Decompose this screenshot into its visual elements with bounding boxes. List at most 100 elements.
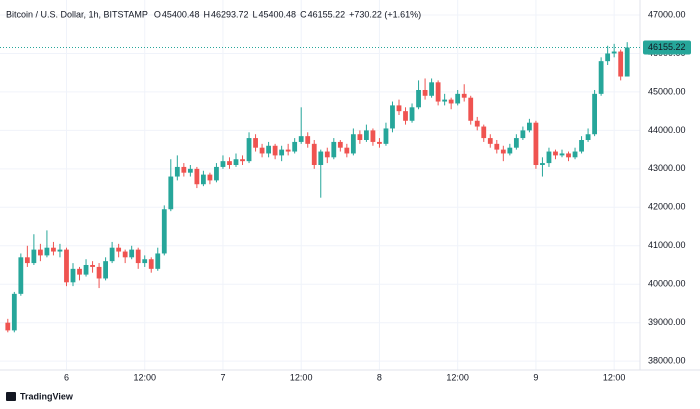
candle-body (598, 61, 604, 94)
candle-body (155, 253, 161, 269)
x-tick-label: 12:00 (133, 372, 156, 382)
y-tick-label: 39000.00 (648, 317, 686, 327)
candle-body (566, 153, 571, 158)
y-tick-label: 43000.00 (648, 163, 686, 173)
grid-layer (0, 0, 640, 370)
x-tick-label: 12:00 (603, 372, 626, 382)
candle-body (194, 168, 200, 185)
y-tick-label: 42000.00 (648, 202, 686, 212)
candle-body (135, 249, 141, 264)
candle-body (553, 151, 558, 156)
candle-body (572, 151, 578, 158)
candle-body (233, 159, 239, 165)
candle-body (272, 145, 278, 156)
brand: TradingView (6, 391, 74, 401)
candle-body (187, 168, 193, 173)
candle-body (285, 149, 291, 152)
candle-body (546, 151, 552, 164)
candle-body (337, 141, 343, 148)
y-tick-label: 41000.00 (648, 240, 686, 250)
candle-body (585, 134, 591, 140)
x-tick-label: 6 (64, 372, 69, 382)
candle-body (266, 145, 271, 154)
candle-body (259, 147, 265, 154)
candle-body (429, 82, 434, 96)
ohlc-key: O (154, 9, 161, 19)
ohlc-key: L (253, 9, 258, 19)
candle-body (51, 247, 56, 252)
candle-body (396, 105, 402, 112)
candle-body (220, 161, 226, 167)
candle-body (520, 130, 526, 139)
candle-body (605, 53, 611, 62)
candle-body (96, 266, 102, 279)
candle-body (24, 257, 30, 264)
candle-body (611, 51, 617, 54)
candle-body (344, 147, 350, 154)
candle-body (357, 134, 363, 140)
candle-body (318, 151, 324, 165)
candle-body (168, 176, 174, 210)
candle-body (246, 138, 252, 162)
last-price-tag (643, 40, 691, 55)
candle-body (298, 136, 304, 142)
candle-body (324, 151, 330, 158)
brand-name: TradingView (20, 391, 74, 401)
candle-body (161, 209, 167, 254)
candle-body (494, 143, 500, 150)
candle-body (513, 138, 519, 148)
candle-body (103, 261, 108, 279)
ohlc-value: 46293.72 (211, 9, 249, 19)
candle-body (422, 90, 428, 96)
y-tick-label: 47000.00 (648, 9, 686, 19)
candle-body (540, 163, 545, 165)
candle-body (44, 247, 50, 256)
candle-body (129, 249, 135, 258)
x-tick-label: 12:00 (290, 372, 313, 382)
y-tick-label: 40000.00 (648, 279, 686, 289)
brand-logo (6, 392, 16, 401)
ohlc-value: 46155.22 (308, 9, 346, 19)
candle-body (416, 90, 421, 108)
ohlc-key: H (203, 9, 210, 19)
candle-body (83, 265, 89, 275)
y-tick-label: 45000.00 (648, 86, 686, 96)
candle-body (403, 111, 408, 121)
candle-body (279, 149, 285, 156)
candle-body (435, 82, 441, 102)
last-price-label: 46155.22 (648, 42, 686, 52)
candle-body (500, 149, 506, 154)
candle-body (370, 130, 376, 142)
ohlc-key: C (300, 9, 307, 19)
candle-body (240, 159, 245, 162)
candle-body (487, 138, 493, 144)
candle-body (77, 268, 82, 275)
candle-body (5, 322, 11, 331)
candle-body (527, 122, 532, 131)
candle-body (214, 166, 219, 181)
candle-body (181, 166, 187, 173)
candle-body (305, 136, 311, 144)
x-tick-label: 12:00 (446, 372, 469, 382)
candle-body (618, 51, 624, 77)
candle-body (201, 174, 206, 185)
candle-body (142, 259, 148, 264)
candle-body (148, 259, 154, 269)
candle-body (377, 141, 382, 144)
y-tick-label: 38000.00 (648, 356, 686, 366)
candle-body (70, 268, 76, 283)
candle-body (331, 141, 337, 158)
candle-body (31, 249, 37, 264)
candle-body (350, 134, 356, 154)
candle-body (18, 257, 24, 294)
candle-body (109, 247, 115, 262)
candle-body (292, 141, 298, 152)
candle-body (122, 251, 128, 258)
candle-body (383, 128, 389, 144)
candle-body (579, 140, 584, 152)
chart-title: Bitcoin / U.S. Dollar, 1h, BITSTAMP (6, 9, 148, 19)
candle-body (390, 105, 395, 129)
ohlc-change: +730.22 (+1.61%) (349, 9, 421, 19)
